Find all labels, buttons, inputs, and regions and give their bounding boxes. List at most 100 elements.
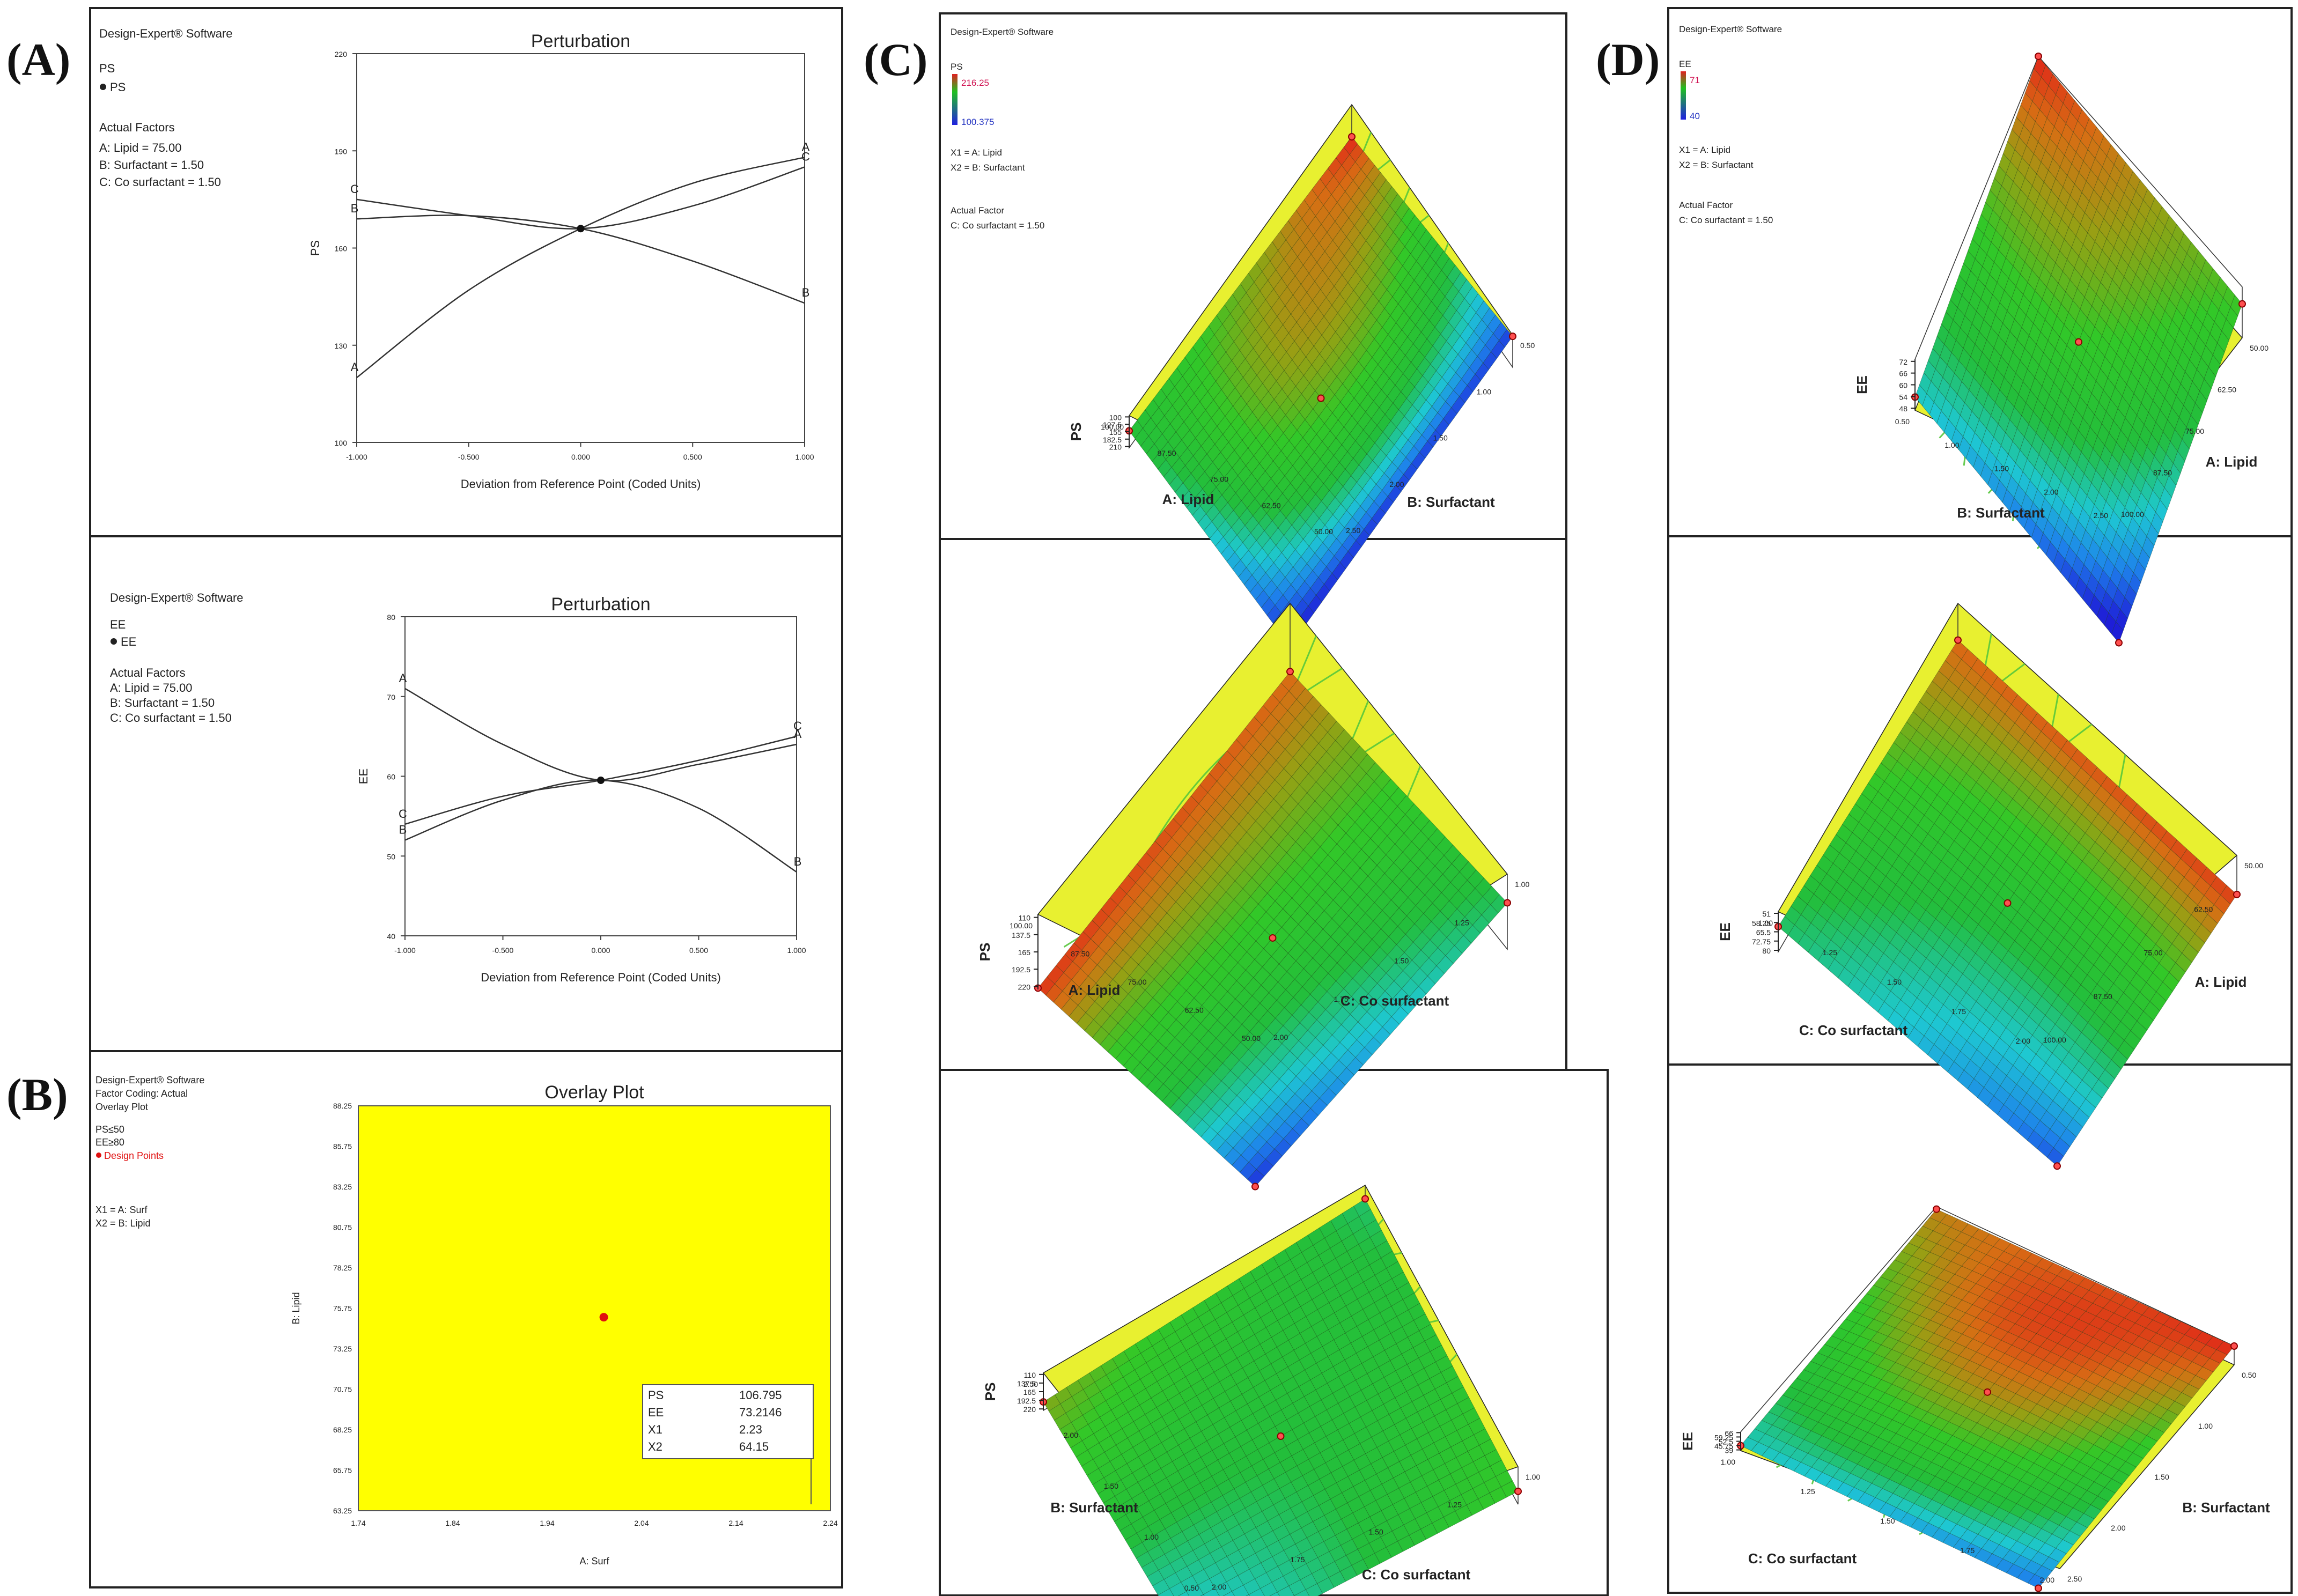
left-tick-label: 87.50 <box>1157 449 1176 457</box>
panel-label-a: (A) <box>6 34 70 85</box>
y-tick-label: 100 <box>335 439 348 447</box>
y-tick-label: 70 <box>387 693 395 701</box>
series-label-end: C <box>793 719 802 733</box>
factor-def: X1 = A: Surf <box>95 1205 148 1215</box>
panel-label-b: (B) <box>6 1069 68 1120</box>
legend-max: 216.25 <box>961 78 989 88</box>
right-tick-label: 0.50 <box>1520 341 1535 350</box>
z-tick-label: 127.5 <box>1103 420 1122 429</box>
right-tick-label: 1.00 <box>1515 880 1529 889</box>
criteria-line: PS≤50 <box>95 1124 124 1135</box>
legend-item: EE <box>121 635 136 648</box>
left-tick-label: 2.50 <box>2094 511 2108 520</box>
design-point <box>2004 899 2012 907</box>
surface-mesh <box>1037 671 1508 1187</box>
surface-mesh <box>1740 1209 2235 1588</box>
x-axis-label: Deviation from Reference Point (Coded Un… <box>481 971 721 984</box>
right-tick-label: 75.00 <box>2185 427 2204 435</box>
x-tick-label: 0.500 <box>683 453 702 461</box>
design-point <box>2233 890 2241 898</box>
right-tick-label: 100.00 <box>2043 1036 2066 1044</box>
right-tick-label: 50.00 <box>2244 861 2263 870</box>
design-point <box>2238 300 2246 308</box>
z-tick-label: 210 <box>1109 443 1122 452</box>
flag-value: 106.795 <box>739 1388 782 1402</box>
panel-label-d: (D) <box>1596 34 1660 85</box>
left-tick-label: 1.00 <box>1758 919 1773 927</box>
y-tick-label: 220 <box>335 50 348 58</box>
right-tick-label: 1.50 <box>1433 434 1448 442</box>
right-tick-label: 2.00 <box>1389 480 1404 489</box>
series-label-start: A <box>399 671 407 685</box>
surface-chart-c2: 110137.5165192.5220PS100.0087.5075.0062.… <box>977 602 1529 1191</box>
surface-mesh <box>1914 56 2243 644</box>
legend-min: 100.375 <box>961 117 994 127</box>
axis-def: X2 = B: Surfactant <box>1679 160 1754 170</box>
z-tick-label: 165 <box>1023 1388 1036 1396</box>
y-axis-label: EE <box>357 769 370 784</box>
factor-line: C: Co surfactant = 1.50 <box>110 711 232 725</box>
left-tick-label: 75.00 <box>1210 475 1228 484</box>
z-tick-label: 220 <box>1023 1405 1036 1414</box>
z-tick-label: 100 <box>1109 413 1122 422</box>
y-tick-label: 190 <box>335 147 348 156</box>
plot-area <box>356 53 805 443</box>
right-tick-label: 87.50 <box>2094 992 2112 1001</box>
software-label: Design-Expert® Software <box>99 27 233 40</box>
right-tick-label: 62.50 <box>2218 386 2236 394</box>
y-tick-label: 65.75 <box>333 1466 352 1475</box>
criteria-line: EE≥80 <box>95 1137 124 1148</box>
design-point <box>2035 53 2042 60</box>
z-tick-label: 72 <box>1899 358 1907 366</box>
left-tick-label: 50.00 <box>1242 1034 1261 1043</box>
left-tick-label: 2.00 <box>2016 1037 2030 1045</box>
surface-mesh <box>1043 1199 1519 1596</box>
series-label-end: A <box>802 140 810 153</box>
color-legend-bar <box>1681 71 1686 120</box>
z-tick-label: 137.5 <box>1012 931 1030 940</box>
z-tick-label: 165 <box>1018 948 1031 957</box>
right-tick-label: 1.00 <box>1477 387 1491 396</box>
y-tick-label: 68.25 <box>333 1425 352 1434</box>
x-tick-label: 0.500 <box>689 946 708 955</box>
factor-line: A: Lipid = 75.00 <box>110 681 193 694</box>
flag-label: X1 <box>648 1423 662 1436</box>
left-tick-label: 1.00 <box>1144 1533 1159 1541</box>
flag-label: PS <box>648 1388 664 1402</box>
design-point <box>1286 668 1294 676</box>
software-label: Design-Expert® Software <box>95 1075 204 1085</box>
y-tick-label: 75.75 <box>333 1304 352 1313</box>
factor-line: B: Surfactant = 1.50 <box>110 696 215 710</box>
left-tick-label: 2.00 <box>1064 1431 1078 1439</box>
axis-def: X1 = A: Lipid <box>1679 145 1730 155</box>
left-tick-label: 0.50 <box>1184 1584 1199 1592</box>
x-axis-label: Deviation from Reference Point (Coded Un… <box>461 477 701 491</box>
series-label-start: B <box>399 823 407 837</box>
right-tick-label: 1.00 <box>1526 1473 1540 1481</box>
chart-title: Perturbation <box>551 594 650 615</box>
x-tick-label: 1.84 <box>445 1519 460 1527</box>
series-label-end: B <box>802 286 810 299</box>
legend-title: PS <box>951 62 963 72</box>
y-tick-label: 63.25 <box>333 1506 352 1515</box>
left-tick-label: 1.75 <box>1951 1007 1966 1016</box>
flag-value: 64.15 <box>739 1440 769 1453</box>
left-tick-label: 100.00 <box>1010 921 1033 930</box>
design-point <box>1277 1432 1285 1440</box>
actual-factor: C: Co surfactant = 1.50 <box>951 220 1044 231</box>
actual-header: Actual Factor <box>951 205 1004 216</box>
design-point <box>1504 899 1511 907</box>
design-point <box>1251 1183 1259 1191</box>
x-tick-label: 2.24 <box>823 1519 837 1527</box>
response-name: EE <box>110 618 126 631</box>
left-tick-label: 62.50 <box>1185 1006 1204 1015</box>
factors-header: Actual Factors <box>99 121 175 134</box>
y-tick-label: 50 <box>387 852 395 861</box>
x-axis-label: A: Surf <box>579 1556 609 1567</box>
y-tick-label: 78.25 <box>333 1264 352 1272</box>
right-tick-label: 75.00 <box>2144 949 2163 957</box>
panel-label-c: (C) <box>864 34 927 85</box>
